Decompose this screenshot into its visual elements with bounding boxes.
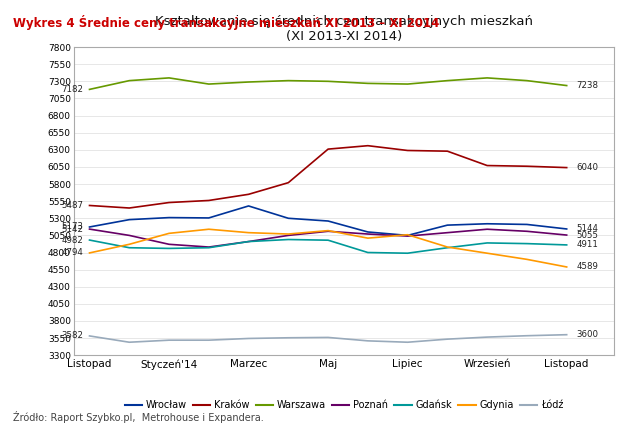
Title: Kształtowanie się średnich cen transakcyjnych mieszkań
(XI 2013-XI 2014): Kształtowanie się średnich cen transakcy… <box>155 15 533 43</box>
Text: 5142: 5142 <box>61 225 83 234</box>
Text: 5144: 5144 <box>576 224 598 233</box>
Text: 7238: 7238 <box>576 81 598 90</box>
Text: 4794: 4794 <box>61 248 83 257</box>
Text: 5487: 5487 <box>61 201 83 210</box>
Text: 6040: 6040 <box>576 163 598 172</box>
Text: 3582: 3582 <box>61 331 83 340</box>
Text: 7182: 7182 <box>61 85 83 94</box>
Text: Źródło: Raport Szybko.pl,  Metrohouse i Expandera.: Źródło: Raport Szybko.pl, Metrohouse i E… <box>13 411 264 423</box>
Text: 4982: 4982 <box>61 235 83 244</box>
Text: 5173: 5173 <box>61 223 83 232</box>
Text: 5055: 5055 <box>576 231 598 240</box>
Text: 4911: 4911 <box>576 241 598 250</box>
Text: 4589: 4589 <box>576 262 598 271</box>
Text: 3600: 3600 <box>576 330 598 339</box>
Text: Wykres 4 Średnie ceny transakcyjne mieszkań XI 2013 – XI 2014: Wykres 4 Średnie ceny transakcyjne miesz… <box>13 15 439 30</box>
Legend: Wrocław, Kraków, Warszawa, Poznań, Gdańsk, Gdynia, Łódź: Wrocław, Kraków, Warszawa, Poznań, Gdańs… <box>125 401 563 410</box>
